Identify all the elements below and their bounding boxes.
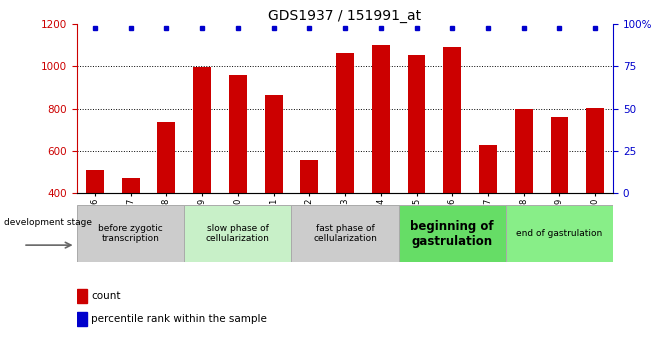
- Bar: [122, 178, 139, 193]
- Bar: [184, 205, 291, 262]
- Text: end of gastrulation: end of gastrulation: [517, 229, 602, 238]
- Text: development stage: development stage: [4, 218, 92, 227]
- Bar: [77, 312, 86, 326]
- Text: count: count: [91, 291, 121, 301]
- Bar: [372, 45, 390, 193]
- Bar: [407, 55, 425, 193]
- Bar: [265, 95, 283, 193]
- Text: fast phase of
cellularization: fast phase of cellularization: [313, 224, 377, 244]
- Bar: [229, 75, 247, 193]
- Bar: [515, 109, 533, 193]
- Bar: [336, 53, 354, 193]
- Bar: [586, 108, 604, 193]
- Bar: [193, 68, 211, 193]
- Bar: [291, 205, 399, 262]
- Bar: [77, 289, 86, 303]
- Bar: [479, 145, 497, 193]
- Bar: [551, 117, 568, 193]
- Bar: [86, 170, 104, 193]
- Bar: [77, 205, 184, 262]
- Bar: [300, 160, 318, 193]
- Bar: [506, 205, 613, 262]
- Text: before zygotic
transcription: before zygotic transcription: [98, 224, 163, 244]
- Text: beginning of
gastrulation: beginning of gastrulation: [411, 220, 494, 248]
- Bar: [157, 122, 176, 193]
- Text: slow phase of
cellularization: slow phase of cellularization: [206, 224, 270, 244]
- Title: GDS1937 / 151991_at: GDS1937 / 151991_at: [269, 9, 421, 23]
- Text: percentile rank within the sample: percentile rank within the sample: [91, 314, 267, 324]
- Bar: [399, 205, 506, 262]
- Bar: [444, 47, 461, 193]
